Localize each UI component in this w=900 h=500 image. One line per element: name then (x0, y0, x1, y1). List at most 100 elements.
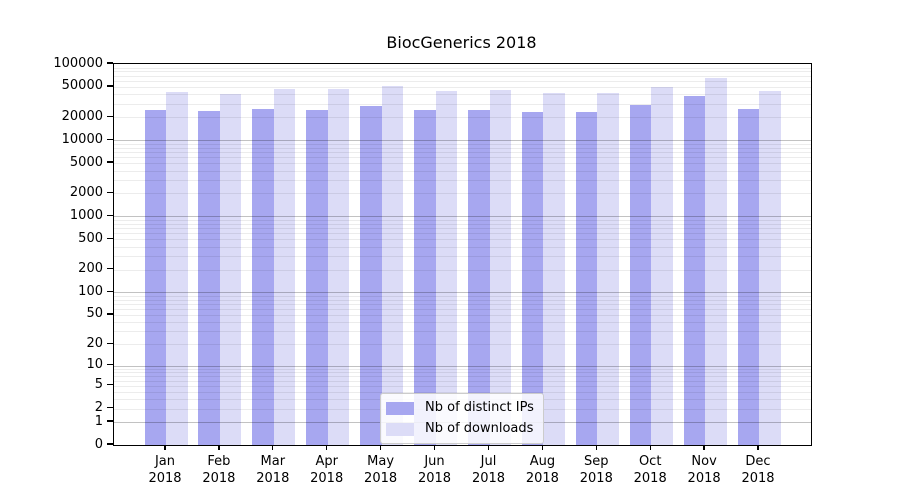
y-tick-label: 0 (94, 436, 103, 452)
x-tick-jul (487, 445, 490, 450)
y-tick (107, 237, 113, 239)
legend-item-downloads: Nb of downloads (386, 421, 534, 437)
gridline-minor (114, 368, 811, 370)
y-tick-label: 2000 (69, 184, 103, 200)
bar-downloads-feb (219, 93, 242, 445)
gridline-minor (114, 391, 811, 393)
y-tick (107, 214, 113, 217)
x-tick-feb (218, 445, 220, 450)
gridline-minor (114, 295, 811, 297)
gridline-minor (114, 246, 811, 248)
gridline-minor (114, 269, 811, 271)
gridline-minor (114, 163, 811, 165)
y-tick (107, 363, 113, 366)
gridline-major (114, 365, 811, 367)
y-tick-label: 2 (94, 400, 103, 416)
gridline-minor (114, 180, 811, 181)
legend-swatch-downloads (386, 422, 414, 436)
gridline-minor (114, 303, 811, 305)
bar-distinct-ips-aug (521, 112, 544, 445)
y-tick (107, 161, 113, 163)
x-tick-jan (164, 445, 166, 450)
gridline-minor (114, 193, 811, 195)
x-tick-label-apr: Apr 2018 (310, 454, 344, 486)
y-tick-label: 50000 (61, 78, 103, 94)
gridline-minor (114, 219, 811, 221)
x-tick-label-may: May 2018 (364, 454, 398, 486)
x-tick-label-jul: Jul 2018 (471, 454, 506, 486)
legend-label-downloads: Nb of downloads (425, 421, 534, 436)
legend-label-distinct-ips: Nb of distinct IPs (425, 400, 534, 415)
y-tick-label: 100 (78, 283, 103, 299)
bar-distinct-ips-mar (252, 108, 274, 445)
x-tick-oct (649, 445, 651, 450)
gridline-minor (114, 157, 811, 159)
gridline-minor (114, 376, 811, 378)
bar-downloads-jun (435, 91, 457, 445)
gridline-major (114, 216, 811, 218)
legend-swatch-distinct-ips (386, 401, 414, 415)
y-tick (107, 267, 113, 270)
y-tick-label: 500 (78, 230, 103, 246)
y-tick (107, 138, 113, 140)
y-tick (107, 384, 113, 386)
y-tick-label: 5 (94, 377, 103, 393)
gridline-minor (114, 143, 811, 145)
x-tick-label-jun: Jun 2018 (417, 454, 452, 486)
x-tick-label-aug: Aug 2018 (525, 454, 559, 486)
y-tick (107, 290, 113, 292)
bar-distinct-ips-nov (683, 96, 706, 445)
y-tick-label: 50 (86, 306, 103, 322)
gridline-minor (114, 223, 811, 225)
gridline-minor (114, 103, 811, 105)
bar-downloads-apr (327, 89, 350, 445)
gridline-minor (114, 331, 811, 333)
gridline-minor (114, 314, 811, 316)
bar-distinct-ips-feb (198, 111, 220, 445)
y-tick-label: 20000 (61, 108, 103, 124)
gridline-minor (114, 147, 811, 149)
y-tick-label: 10000 (61, 131, 103, 147)
gridline-minor (114, 344, 811, 346)
x-tick-dec (757, 445, 759, 450)
bar-downloads-sep (597, 93, 619, 445)
plot-area: Nb of distinct IPs Nb of downloads (113, 63, 812, 446)
bar-distinct-ips-may (360, 106, 382, 445)
legend-item-distinct-ips: Nb of distinct IPs (386, 400, 534, 416)
y-tick (107, 191, 113, 194)
y-tick-label: 1000 (69, 207, 103, 223)
gridline-major (114, 292, 811, 294)
x-tick-label-dec: Dec 2018 (741, 454, 775, 486)
y-tick (107, 85, 113, 87)
y-tick (107, 406, 113, 409)
x-tick-apr (326, 445, 328, 450)
x-tick-label-oct: Oct 2018 (633, 454, 667, 486)
legend: Nb of distinct IPs Nb of downloads (380, 393, 544, 444)
gridline-minor (114, 152, 811, 153)
x-tick-label-mar: Mar 2018 (256, 454, 290, 486)
x-tick-label-feb: Feb 2018 (202, 454, 236, 486)
y-tick (107, 443, 113, 445)
gridline-minor (114, 71, 811, 73)
bar-downloads-jul (489, 90, 511, 445)
bar-downloads-dec (759, 91, 781, 445)
x-tick-nov (703, 445, 705, 450)
gridline-minor (114, 117, 811, 119)
bar-distinct-ips-dec (737, 109, 759, 445)
gridline-minor (114, 67, 811, 69)
gridline-minor (114, 299, 811, 301)
y-tick-label: 200 (78, 261, 103, 276)
gridline-major (114, 140, 811, 142)
gridline-minor (114, 239, 811, 241)
y-tick (107, 420, 113, 422)
y-tick (107, 342, 113, 344)
chart-title: BiocGenerics 2018 (386, 33, 537, 52)
bar-downloads-aug (543, 92, 565, 445)
y-tick-label: 10 (86, 357, 103, 373)
bar-distinct-ips-jul (468, 110, 490, 445)
x-tick-mar (272, 445, 274, 450)
x-tick-jun (433, 445, 436, 450)
bar-downloads-may (381, 86, 404, 445)
x-tick-label-nov: Nov 2018 (687, 454, 721, 486)
